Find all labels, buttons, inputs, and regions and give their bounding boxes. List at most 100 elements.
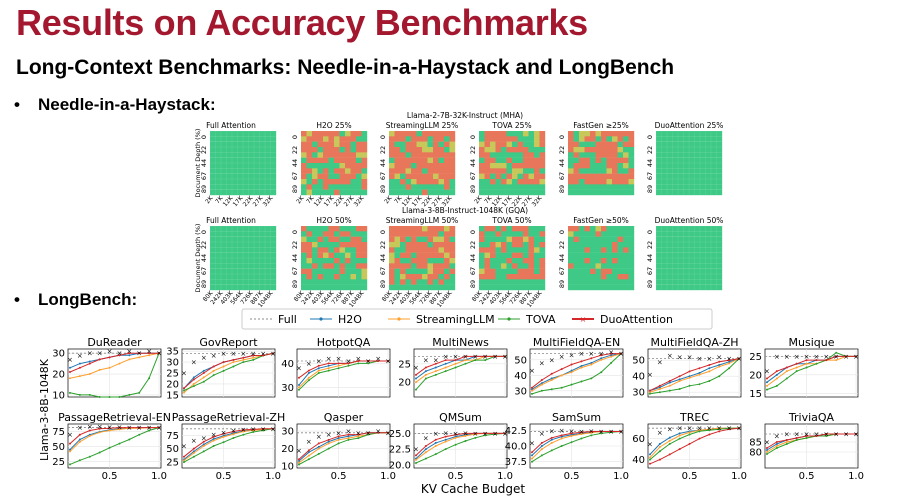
data-point <box>108 396 111 398</box>
niah-cell <box>661 173 668 180</box>
niah-cell <box>694 241 701 248</box>
niah-cell <box>512 168 518 174</box>
niah-cell <box>317 168 324 174</box>
data-point <box>550 388 553 391</box>
niah-cell <box>339 179 346 185</box>
niah-cell <box>312 226 318 232</box>
data-point <box>728 427 731 430</box>
niah-y-tick: 22 <box>558 241 566 249</box>
niah-cell <box>623 258 629 264</box>
data-point <box>98 396 101 398</box>
niah-cell <box>705 157 712 164</box>
data-point <box>202 376 205 379</box>
niah-cell <box>617 263 624 269</box>
data-marker: × <box>433 430 439 438</box>
slide-title: Results on Accuracy Benchmarks <box>16 2 588 43</box>
niah-cell <box>400 236 406 243</box>
niah-cell <box>220 284 227 291</box>
x-tick-label: 1.0 <box>613 471 629 482</box>
niah-cell <box>231 152 238 159</box>
niah-cell <box>356 163 362 169</box>
y-tick-label: 40 <box>632 372 645 383</box>
niah-cell <box>595 231 602 237</box>
niah-cell <box>400 141 406 148</box>
panel-title: QMSum <box>439 411 482 424</box>
data-point <box>327 440 330 443</box>
niah-cell <box>672 162 679 169</box>
niah-cell <box>490 152 496 158</box>
niah-cell <box>612 231 618 237</box>
niah-x-tick: 12K <box>313 194 326 208</box>
niah-cell <box>237 162 244 169</box>
niah-cell <box>312 157 318 164</box>
niah-cell <box>579 279 585 285</box>
data-point <box>708 429 711 432</box>
niah-cell <box>433 189 439 196</box>
niah-cell <box>694 225 701 232</box>
niah-cell <box>301 226 307 232</box>
niah-cell <box>317 226 324 232</box>
data-point <box>434 366 437 369</box>
niah-cell <box>427 258 434 264</box>
niah-cell <box>334 258 340 264</box>
niah-cell <box>683 136 690 143</box>
niah-cell <box>517 268 524 275</box>
niah-cell <box>606 168 613 174</box>
niah-cell <box>523 136 529 142</box>
niah-cell <box>579 226 585 232</box>
data-marker: × <box>502 353 508 361</box>
niah-cell <box>517 258 524 264</box>
niah-cell <box>317 263 324 269</box>
data-point <box>600 430 603 433</box>
niah-cell <box>405 157 412 164</box>
niah-cell <box>512 147 518 153</box>
niah-cell <box>259 168 266 175</box>
x-tick-label: 0.5 <box>682 471 698 482</box>
niah-cell <box>601 136 607 142</box>
niah-cell <box>209 152 216 159</box>
data-marker: × <box>316 433 322 441</box>
niah-cell <box>394 173 401 180</box>
niah-cell <box>528 231 535 237</box>
niah-cell <box>220 247 227 254</box>
niah-cell <box>400 184 406 190</box>
niah-cell <box>666 284 673 291</box>
series-line <box>766 433 856 451</box>
niah-cell <box>601 247 607 253</box>
data-point <box>765 384 768 387</box>
niah-cell <box>579 173 585 180</box>
niah-cell <box>317 242 324 248</box>
data-point <box>182 387 185 390</box>
niah-cell <box>237 178 244 185</box>
data-point <box>377 431 380 434</box>
data-point <box>474 359 477 362</box>
niah-cell <box>248 184 255 191</box>
niah-cell <box>612 284 618 291</box>
niah-cell <box>490 168 496 174</box>
data-marker: × <box>211 431 217 439</box>
niah-cell <box>672 231 679 238</box>
data-point <box>580 433 583 436</box>
data-marker: × <box>77 352 83 360</box>
niah-y-tick: 89 <box>379 280 387 288</box>
niah-cell <box>339 258 346 264</box>
niah-cell <box>484 131 491 137</box>
niah-cell <box>501 258 507 264</box>
niah-cell <box>215 284 222 291</box>
niah-cell <box>506 263 513 269</box>
bullet-dot: • <box>14 290 20 309</box>
niah-cell <box>422 184 428 190</box>
niah-cell <box>490 258 496 264</box>
niah-y-tick: 89 <box>646 280 654 288</box>
niah-y-tick: 67 <box>469 267 477 275</box>
niah-cell <box>438 263 445 269</box>
niah-cell <box>517 242 524 248</box>
data-marker: × <box>385 429 391 437</box>
niah-cell <box>501 242 507 248</box>
niah-cell <box>484 136 491 142</box>
niah-cell <box>334 242 340 248</box>
niah-cell <box>590 274 596 280</box>
niah-cell <box>677 173 684 180</box>
niah-cell <box>666 241 673 248</box>
